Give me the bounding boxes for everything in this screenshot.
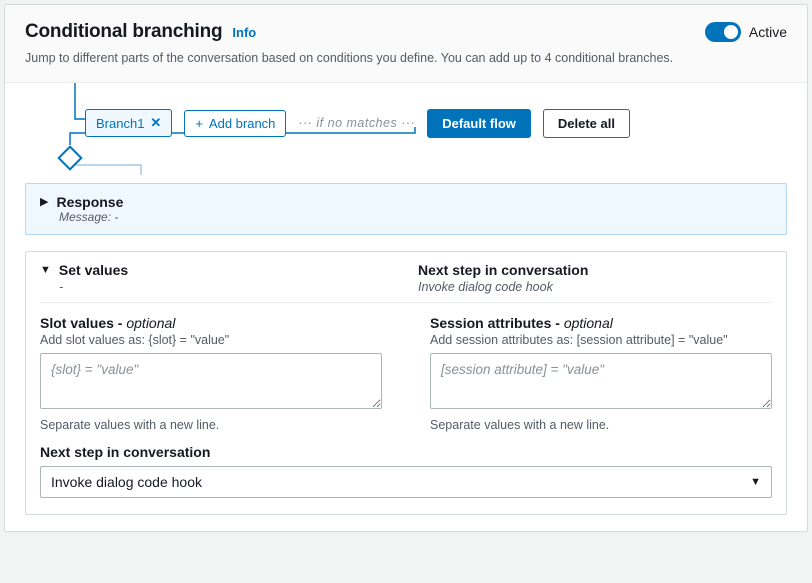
setvalues-collapse-toggle[interactable]: ▼: [40, 264, 51, 276]
session-attrs-hint: Add session attributes as: [session attr…: [430, 333, 772, 347]
branch-chip[interactable]: Branch1 ✕: [85, 109, 172, 137]
response-expand-toggle[interactable]: ▶: [40, 195, 48, 208]
slot-values-hint: Add slot values as: {slot} = "value": [40, 333, 382, 347]
condition-diamond-icon: [57, 145, 82, 170]
session-attrs-input[interactable]: [430, 353, 772, 409]
nextstep-select[interactable]: Invoke dialog code hook ▼: [40, 466, 772, 498]
setvalues-subtitle: -: [59, 280, 394, 294]
session-attrs-below: Separate values with a new line.: [430, 418, 772, 432]
add-branch-label: Add branch: [209, 116, 276, 131]
setvalues-title: Set values: [59, 262, 128, 278]
panel-description: Jump to different parts of the conversat…: [25, 49, 787, 68]
plus-icon: +: [195, 116, 203, 131]
nextstep-select-value: Invoke dialog code hook: [51, 474, 202, 490]
active-toggle-label: Active: [749, 24, 787, 40]
close-icon[interactable]: ✕: [150, 115, 161, 131]
conditional-branching-panel: Conditional branching Info Active Jump t…: [4, 4, 808, 532]
add-branch-button[interactable]: + Add branch: [184, 110, 286, 137]
nextstep-heading: Next step in conversation: [418, 262, 772, 278]
delete-all-button[interactable]: Delete all: [543, 109, 630, 138]
flow-area: Branch1 ✕ + Add branch ··· if no matches…: [5, 83, 807, 175]
panel-title: Conditional branching: [25, 21, 222, 43]
nextstep-field-label: Next step in conversation: [40, 444, 772, 460]
default-flow-button[interactable]: Default flow: [427, 109, 531, 138]
slot-values-below: Separate values with a new line.: [40, 418, 382, 432]
info-link[interactable]: Info: [232, 25, 256, 40]
slot-values-label: Slot values - optional: [40, 315, 382, 331]
set-values-section: ▼ Set values - Next step in conversation…: [25, 251, 787, 515]
branch-chip-label: Branch1: [96, 116, 144, 131]
response-section: ▶ Response Message: -: [25, 183, 787, 235]
chevron-down-icon: ▼: [750, 476, 761, 488]
panel-header: Conditional branching Info Active Jump t…: [5, 5, 807, 83]
active-toggle[interactable]: [705, 22, 741, 42]
response-subtitle: Message: -: [59, 210, 772, 224]
response-title: Response: [56, 194, 123, 210]
slot-values-input[interactable]: [40, 353, 382, 409]
nextstep-sub: Invoke dialog code hook: [418, 280, 772, 294]
no-match-label: ··· if no matches ···: [298, 116, 415, 130]
session-attrs-label: Session attributes - optional: [430, 315, 772, 331]
